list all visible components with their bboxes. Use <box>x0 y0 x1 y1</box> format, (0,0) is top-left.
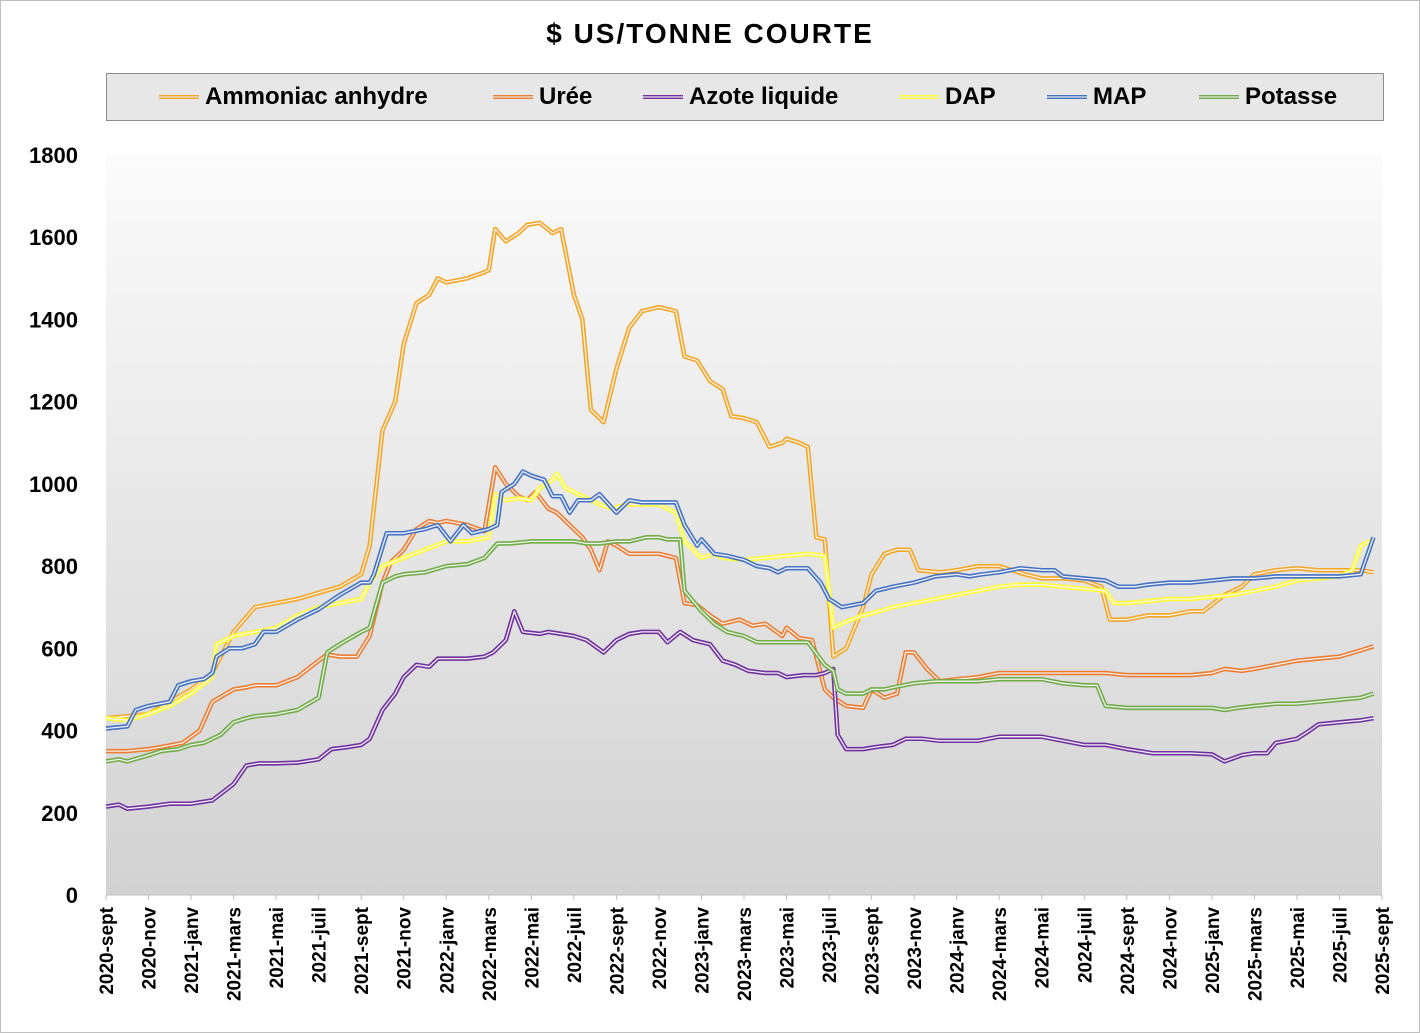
legend-item-azote: Azote liquide <box>643 74 838 120</box>
y-tick-label: 1000 <box>29 472 78 497</box>
legend-swatch-dap <box>899 95 939 99</box>
legend-swatch-uree <box>493 95 533 99</box>
x-tick-label: 2025-juil <box>1330 907 1351 983</box>
x-tick-label: 2021-sept <box>352 906 373 994</box>
y-axis: 0 200 400 600 800 1000 1200 1400 1600 1800 <box>29 143 78 908</box>
plot-area <box>106 155 1382 895</box>
y-tick-label: 600 <box>41 636 78 661</box>
y-tick-label: 800 <box>41 554 78 579</box>
x-tick-label: 2020-nov <box>140 907 161 990</box>
y-tick-label: 200 <box>41 801 78 826</box>
x-tick-label: 2025-mars <box>1245 907 1266 1001</box>
x-tick-label: 2024-nov <box>1160 907 1181 990</box>
x-tick-label: 2025-janv <box>1203 907 1224 994</box>
x-tick-label: 2022-mai <box>522 907 543 988</box>
y-tick-label: 1600 <box>29 225 78 250</box>
x-tick-label: 2021-mars <box>225 907 246 1001</box>
series-line-inner-4 <box>105 470 1375 730</box>
series-line-inner-0 <box>105 222 1374 719</box>
legend-item-potasse: Potasse <box>1199 74 1337 120</box>
legend-swatch-azote <box>643 95 683 99</box>
series-line-inner-3 <box>105 472 1374 721</box>
x-tick-label: 2023-mars <box>735 907 756 1001</box>
x-tick-label: 2024-sept <box>1118 906 1139 994</box>
x-tick-label: 2025-sept <box>1373 906 1394 994</box>
y-tick-label: 1200 <box>29 390 78 415</box>
x-tick-label: 2022-sept <box>607 906 628 994</box>
series-layer <box>105 220 1376 811</box>
legend-label-dap: DAP <box>945 83 996 110</box>
x-tick-label: 2023-nov <box>905 907 926 990</box>
series-line-inner-1 <box>106 466 1374 752</box>
y-tick-label: 1400 <box>29 307 78 332</box>
legend-item-ammoniac: Ammoniac anhydre <box>159 74 428 120</box>
legend-label-azote: Azote liquide <box>689 83 839 110</box>
legend-label-potasse: Potasse <box>1245 83 1338 110</box>
x-tick-label: 2023-mai <box>778 907 799 988</box>
x-tick-label: 2024-juil <box>1075 907 1096 983</box>
y-tick-label: 400 <box>41 719 78 744</box>
x-tick-label: 2021-nov <box>395 907 416 990</box>
x-tick-label: 2022-mars <box>480 907 501 1001</box>
x-tick-label: 2021-mai <box>267 907 288 988</box>
x-tick-label: 2021-juil <box>310 907 331 983</box>
x-tick-label: 2024-mars <box>990 907 1011 1001</box>
x-tick-label: 2023-juil <box>820 907 841 983</box>
legend-label-ammoniac: Ammoniac anhydre <box>205 83 428 110</box>
legend-item-uree: Urée <box>493 74 592 120</box>
y-tick-label: 0 <box>66 883 78 908</box>
legend-label-uree: Urée <box>539 83 593 110</box>
y-tick-label: 1800 <box>29 143 78 168</box>
series-line-inner-2 <box>105 610 1374 810</box>
x-axis: 2020-sept 2020-nov 2021-janv 2021-mars 2021-… <box>97 895 1394 1001</box>
x-tick-label: 2023-janv <box>692 907 713 994</box>
legend-swatch-map <box>1047 95 1087 99</box>
x-tick-label: 2022-janv <box>437 907 458 994</box>
x-tick-label: 2022-nov <box>650 907 671 990</box>
legend-item-map: MAP <box>1047 74 1146 120</box>
x-tick-label: 2024-janv <box>948 907 969 994</box>
legend-item-dap: DAP <box>899 74 996 120</box>
x-tick-label: 2024-mai <box>1033 907 1054 988</box>
x-tick-label: 2020-sept <box>97 906 118 994</box>
chart-title: $ US/TONNE COURTE <box>546 18 874 49</box>
x-tick-label: 2021-janv <box>182 907 203 994</box>
series-line-inner-5 <box>105 536 1374 763</box>
legend-swatch-potasse <box>1199 95 1239 99</box>
x-tick-label: 2022-juil <box>565 907 586 983</box>
x-tick-label: 2023-sept <box>863 906 884 994</box>
legend-swatch-ammoniac <box>159 95 199 99</box>
legend: Ammoniac anhydre Urée Azote liquide DAP … <box>106 73 1384 121</box>
legend-label-map: MAP <box>1093 83 1147 110</box>
x-tick-label: 2025-mai <box>1288 907 1309 988</box>
